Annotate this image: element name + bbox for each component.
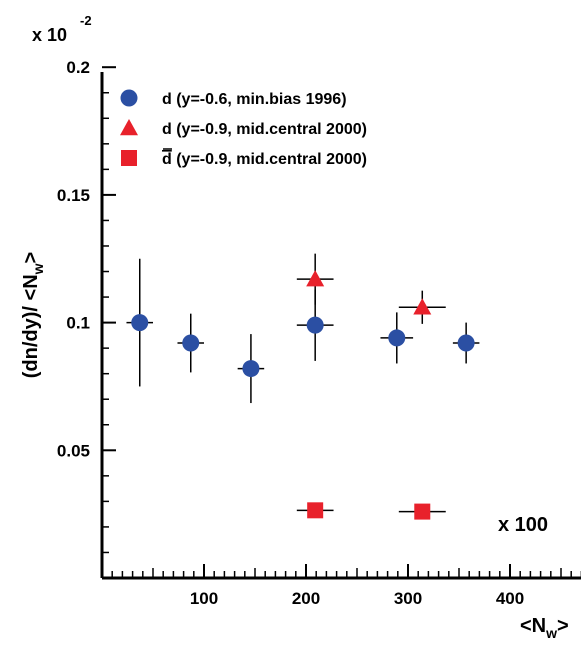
- y-tick-label: 0.2: [66, 58, 90, 77]
- square-data-point: [307, 502, 324, 519]
- circle-data-point: [131, 314, 149, 332]
- x-tick-label: 200: [292, 589, 320, 608]
- legend-label: d (y=-0.9, mid.central 2000): [162, 121, 367, 138]
- x-tick-label: 100: [190, 589, 218, 608]
- circle-data-point: [306, 316, 324, 334]
- square-data-point: [414, 503, 431, 520]
- triangle-data-point: [306, 270, 325, 287]
- circle-data-point: [457, 334, 475, 352]
- data-marks: [126, 253, 480, 520]
- circle-data-point: [182, 334, 200, 352]
- x-tick-label: 400: [496, 589, 524, 608]
- circle-data-point: [388, 329, 406, 347]
- legend-label: d (y=-0.9, mid.central 2000): [162, 151, 367, 168]
- legend-marker-square: [121, 150, 137, 166]
- y-tick-label: 0.05: [57, 441, 90, 460]
- scale-annotation: x 100: [498, 514, 548, 536]
- x-tick-label: 300: [394, 589, 422, 608]
- legend-marker-triangle: [120, 119, 138, 136]
- x-axis-title: <Nw>: [520, 615, 569, 641]
- legend-marker-circle: [120, 89, 138, 107]
- circle-data-point: [242, 360, 260, 378]
- legend: d (y=-0.6, min.bias 1996) d (y=-0.9, mid.…: [120, 89, 367, 168]
- y-axis-title: (dn/dy)/ <Nw>: [20, 252, 46, 378]
- y-tick-label: 0.1: [66, 314, 90, 333]
- y-tick-label: 0.15: [57, 186, 90, 205]
- y-multiplier-label: x 10: [32, 25, 67, 45]
- axis-ticks: 0.05 0.1 0.15 0.2 100 200 300 400: [57, 58, 581, 608]
- triangle-data-point: [413, 298, 432, 315]
- legend-label: d (y=-0.6, min.bias 1996): [162, 91, 347, 108]
- y-multiplier-exponent: -2: [80, 13, 92, 28]
